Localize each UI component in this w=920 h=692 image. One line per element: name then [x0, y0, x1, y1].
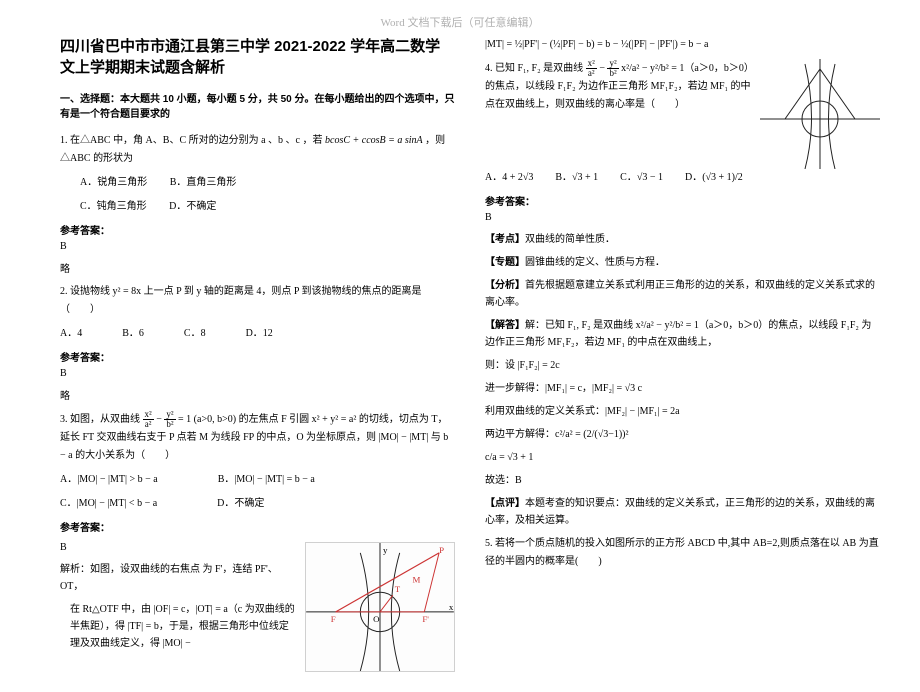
q2-opt-d: D．12	[246, 325, 273, 343]
kd-h: 【考点】	[485, 234, 525, 245]
svg-text:F': F'	[422, 614, 429, 624]
q3-options-row1: A．|MO| − |MT| > b − a B．|MO| − |MT| = b …	[60, 471, 455, 489]
svg-text:P: P	[439, 545, 444, 555]
dp-t: 本题考查的知识要点：双曲线的定义关系式，正三角形的边的关系，双曲线的离心率，及相…	[485, 498, 875, 526]
jd-h: 【解答】	[485, 320, 525, 331]
question-3: 3. 如图，从双曲线 x²a² − y²b² = 1 (a>0, b>0) 的左…	[60, 410, 455, 465]
q2-opt-b: B．6	[122, 325, 144, 343]
q1-tri2: △ABC	[60, 153, 91, 164]
q3-opt-c: C．|MO| − |MT| < b − a	[60, 495, 157, 513]
q4-jd-f: c/a = √3 + 1	[485, 449, 880, 466]
q2-ref-label: 参考答案：	[60, 349, 455, 364]
q1-answer: B	[60, 241, 455, 252]
svg-text:x: x	[449, 602, 454, 612]
svg-text:y: y	[383, 545, 388, 555]
q1-options-row2: C．钝角三角形 D．不确定	[60, 198, 455, 216]
q2-options: A．4 B．6 C．8 D．12	[60, 325, 455, 343]
question-2: 2. 设抛物线 y² = 8x 上一点 P 到 y 轴的距离是 4，则点 P 到…	[60, 283, 455, 319]
q2-answer: B	[60, 368, 455, 379]
q1-opt-a: A．锐角三角形	[80, 177, 147, 188]
fx-h: 【分析】	[485, 280, 525, 291]
right-column: |MT| = ½|PF'| − (½|PF| − b) = b − ½(|PF|…	[485, 36, 880, 672]
q4-frac: x²a²	[586, 59, 597, 78]
q4-zt: 【专题】圆锥曲线的定义、性质与方程．	[485, 254, 880, 271]
q3-answer-block: B 解析：如图，设双曲线的右焦点 为 F'，连结 PF'、OT， 在 Rt△OT…	[60, 538, 455, 672]
q4-frac2: y²b²	[607, 59, 618, 78]
svg-text:M: M	[412, 574, 420, 584]
q4-ref-label: 参考答案：	[485, 193, 880, 208]
q4-jd-b: 则：设 |F₁F₂| = 2c	[485, 357, 880, 374]
q4-opt-c: C．√3 − 1	[620, 169, 663, 187]
q3-opt-b: B．|MO| − |MT| = b − a	[218, 471, 315, 489]
q4-dp: 【点评】本题考查的知识要点：双曲线的定义关系式，正三角形的边的关系，双曲线的离心…	[485, 495, 880, 529]
svg-text:O: O	[373, 614, 380, 624]
q1-text-b: 中，角 A、B、C 所对的边分别为 a 、b 、c ，若	[111, 135, 325, 146]
q1-text-c: ，则	[423, 135, 446, 146]
kd-t: 双曲线的简单性质．	[525, 234, 615, 245]
q4-text-a: 4. 已知 F₁, F₂ 是双曲线	[485, 63, 586, 74]
q3-frac2: y²b²	[164, 410, 175, 429]
dp-h: 【点评】	[485, 498, 525, 509]
q4-jd-d: 利用双曲线的定义关系式：|MF₂| − |MF₁| = 2a	[485, 403, 880, 420]
jd-a-t: 解：已知 F₁, F₂ 是双曲线 x²/a² − y²/b² = 1（a＞0，b…	[485, 320, 871, 348]
q4-options: A．4 + 2√3 B．√3 + 1 C．√3 − 1 D．(√3 + 1)/2	[485, 169, 880, 187]
q3-ref-label: 参考答案：	[60, 519, 455, 534]
question-5: 5. 若将一个质点随机的投入如图所示的正方形 ABCD 中,其中 AB=2,则质…	[485, 535, 880, 571]
svg-text:F: F	[331, 614, 336, 624]
q2-opt-a: A．4	[60, 325, 82, 343]
zt-h: 【专题】	[485, 257, 525, 268]
q1-ref-label: 参考答案：	[60, 222, 455, 237]
q3-text-a: 3. 如图，从双曲线	[60, 414, 143, 425]
q3-frac: x²a²	[143, 410, 154, 429]
page-container: 四川省巴中市市通江县第三中学 2021-2022 学年高二数学文上学期期末试题含…	[0, 0, 920, 692]
q4-kd: 【考点】双曲线的简单性质．	[485, 231, 880, 248]
q2-note: 略	[60, 387, 455, 402]
q2-opt-c: C．8	[184, 325, 206, 343]
section-1-heading: 一、选择题：本大题共 10 小题，每小题 5 分，共 50 分。在每小题给出的四…	[60, 92, 455, 122]
q1-cond: bcosC + ccosB = a sinA	[325, 135, 423, 146]
q4-jd-c: 进一步解得：|MF₁| = c，|MF₂| = √3 c	[485, 380, 880, 397]
zt-t: 圆锥曲线的定义、性质与方程．	[525, 257, 665, 268]
q4-figure	[760, 59, 880, 169]
q1-text-a: 1. 在	[60, 135, 80, 146]
q3-answer: B	[60, 542, 295, 553]
col2-line1: |MT| = ½|PF'| − (½|PF| − b) = b − ½(|PF|…	[485, 36, 880, 53]
q1-opt-d: D．不确定	[169, 201, 216, 212]
q3-expl-b: 在 Rt△OTF 中，由 |OF| = c，|OT| = a（c 为双曲线的半焦…	[60, 601, 295, 652]
q4-jd-e: 两边平方解得：c²/a² = (2/(√3−1))²	[485, 426, 880, 443]
fx-t: 首先根据题意建立关系式利用正三角形的边的关系，和双曲线的定义关系式求的离心率。	[485, 280, 875, 308]
q1-options-row1: A．锐角三角形 B．直角三角形	[60, 174, 455, 192]
question-1: 1. 在△ABC 中，角 A、B、C 所对的边分别为 a 、b 、c ，若 bc…	[60, 132, 455, 168]
q3-options-row2: C．|MO| − |MT| < b − a D．不确定	[60, 495, 455, 513]
q1-opt-b: B．直角三角形	[170, 177, 237, 188]
q3-figure: y x O F F' P T M	[305, 542, 455, 672]
q3-expl-a: 解析：如图，设双曲线的右焦点 为 F'，连结 PF'、OT，	[60, 561, 295, 595]
q4-opt-b: B．√3 + 1	[555, 169, 598, 187]
q1-text-d: 的形状为	[91, 153, 134, 164]
q4-answer: B	[485, 212, 880, 223]
left-column: 四川省巴中市市通江县第三中学 2021-2022 学年高二数学文上学期期末试题含…	[60, 36, 455, 672]
document-title: 四川省巴中市市通江县第三中学 2021-2022 学年高二数学文上学期期末试题含…	[60, 36, 455, 78]
watermark-text: Word 文档下载后（可任意编辑）	[0, 14, 920, 30]
q4-opt-d: D．(√3 + 1)/2	[685, 169, 743, 187]
q4-jd-a: 【解答】解：已知 F₁, F₂ 是双曲线 x²/a² − y²/b² = 1（a…	[485, 317, 880, 351]
q4-jd-g: 故选：B	[485, 472, 880, 489]
q1-note: 略	[60, 260, 455, 275]
q1-tri: △ABC	[80, 135, 111, 146]
q3-opt-a: A．|MO| − |MT| > b − a	[60, 471, 158, 489]
q4-fx: 【分析】首先根据题意建立关系式利用正三角形的边的关系，和双曲线的定义关系式求的离…	[485, 277, 880, 311]
q1-opt-c: C．钝角三角形	[80, 201, 147, 212]
svg-text:T: T	[395, 584, 401, 594]
question-4-block: 4. 已知 F₁, F₂ 是双曲线 x²a² − y²b² x²/a² − y²…	[485, 59, 880, 187]
q3-opt-d: D．不确定	[217, 495, 264, 513]
q4-opt-a: A．4 + 2√3	[485, 169, 533, 187]
